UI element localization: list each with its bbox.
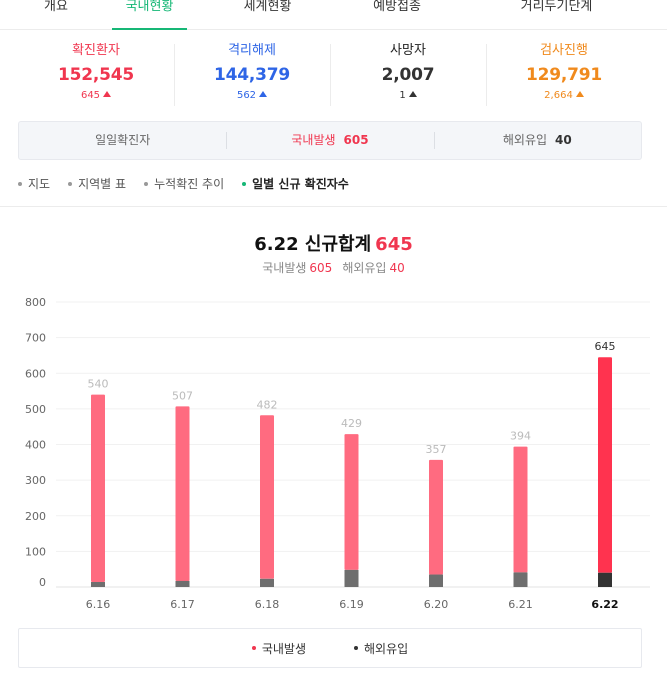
y-tick-label: 300: [25, 474, 46, 487]
up-triangle-icon: [259, 91, 268, 97]
x-tick-label: 6.21: [508, 598, 533, 611]
bar-total-label: 394: [510, 430, 531, 443]
subnav-cumulative-trend[interactable]: 누적확진 추이: [144, 174, 224, 194]
y-tick-label: 800: [25, 296, 46, 309]
bar-domestic: [175, 406, 190, 581]
chart-subtitle: 국내발생 605 해외유입 40: [262, 261, 405, 275]
stat-confirmed: 확진환자 152,545 645: [18, 42, 174, 110]
x-tick-label: 6.20: [424, 598, 449, 611]
stat-deaths: 사망자 2,007 1: [330, 42, 486, 110]
bar-overseas: [429, 574, 443, 587]
bar-overseas: [344, 569, 359, 587]
bar-domestic: [513, 446, 528, 573]
legend-dot-icon: [354, 646, 358, 650]
tab-overview[interactable]: 개요: [44, 0, 68, 14]
y-tick-label: 600: [25, 367, 46, 380]
bar-domestic: [91, 394, 105, 583]
subnav-map[interactable]: 지도: [18, 174, 50, 194]
stat-label: 격리해제: [228, 43, 276, 58]
bar-overseas: [513, 572, 528, 587]
tab-vaccination[interactable]: 예방접종: [373, 0, 421, 14]
bar-domestic: [429, 459, 443, 575]
x-tick-label: 6.16: [86, 598, 111, 611]
stat-testing: 검사진행 129,791 2,664: [486, 42, 642, 110]
seg-daily-confirmed[interactable]: 일일확진자: [95, 133, 151, 147]
bar-overseas: [91, 582, 105, 587]
up-triangle-icon: [575, 91, 584, 97]
bullet-icon: [144, 182, 149, 186]
stat-delta: 2,664: [486, 88, 642, 104]
legend-overseas[interactable]: 해외유입: [354, 640, 408, 657]
stat-value: 129,791: [525, 65, 603, 85]
y-tick-label: 200: [25, 510, 46, 523]
up-triangle-icon: [103, 91, 112, 97]
bar-total-label: 429: [341, 417, 362, 430]
tab-domestic[interactable]: 국내현황: [112, 0, 187, 30]
legend-domestic[interactable]: 국내발생: [251, 640, 306, 657]
y-tick-label: 700: [25, 332, 46, 345]
case-type-selector: 일일확진자 국내발생 605 해외유입 40: [18, 121, 642, 160]
section-divider: [0, 206, 667, 207]
bar-overseas: [175, 580, 190, 587]
seg-domestic[interactable]: 국내발생 605: [226, 122, 433, 159]
chart-total: 645: [375, 234, 413, 255]
bar-domestic: [344, 434, 359, 570]
stat-label: 확진환자: [72, 43, 120, 58]
y-tick-label: 0: [39, 576, 46, 589]
subnav-daily-new[interactable]: 일별 신규 확진자수: [242, 174, 349, 194]
x-tick-label: 6.22: [591, 598, 618, 611]
bar-total-label: 357: [426, 443, 447, 456]
y-tick-label: 400: [25, 439, 46, 452]
bar-total-label: 507: [172, 389, 193, 402]
y-tick-label: 100: [25, 545, 46, 558]
stats-summary: 확진환자 152,545 645 격리해제 144,379 562 사망자 2,…: [18, 42, 642, 110]
stat-delta: 645: [18, 88, 174, 104]
bar-domestic: [260, 415, 274, 579]
bar-total-label: 482: [257, 398, 278, 411]
bar-domestic: [598, 357, 612, 573]
y-tick-label: 500: [25, 403, 46, 416]
up-triangle-icon: [408, 91, 417, 97]
bar-overseas: [260, 578, 274, 587]
stat-delta: 1: [330, 88, 486, 104]
tab-distancing[interactable]: 거리두기단계: [520, 0, 593, 14]
x-tick-label: 6.18: [255, 598, 280, 611]
stat-value: 144,379: [213, 65, 291, 85]
bullet-icon: [18, 182, 22, 186]
legend-dot-icon: [251, 646, 256, 650]
sub-nav: 지도 지역별 표 누적확진 추이 일별 신규 확진자수: [18, 174, 367, 194]
seg-overseas[interactable]: 해외유입 40: [433, 122, 641, 159]
stat-value: 152,545: [57, 65, 135, 85]
bar-total-label: 645: [595, 340, 616, 353]
tab-world[interactable]: 세계현황: [243, 0, 292, 14]
x-tick-label: 6.19: [339, 598, 364, 611]
stat-released: 격리해제 144,379 562: [174, 42, 330, 110]
bar-overseas: [598, 572, 612, 587]
chart-title: 6.22 신규합계 645: [254, 234, 413, 255]
bar-total-label: 540: [88, 378, 109, 391]
stat-value: 2,007: [381, 65, 435, 85]
top-tabs: 개요 국내현황 세계현황 예방접종 거리두기단계: [0, 0, 667, 30]
subnav-region-table[interactable]: 지역별 표: [68, 174, 126, 194]
stat-delta: 562: [174, 88, 330, 104]
bullet-icon: [68, 182, 73, 186]
x-tick-label: 6.17: [170, 598, 195, 611]
stat-label: 검사진행: [540, 43, 588, 58]
stat-label: 사망자: [390, 43, 426, 58]
chart-legend: 국내발생 해외유입: [18, 628, 642, 668]
bullet-icon: [242, 182, 247, 186]
daily-cases-chart: 0 100 200 300 400 500 600 700 800 540 6.16 507 6.17 4…: [25, 296, 650, 611]
